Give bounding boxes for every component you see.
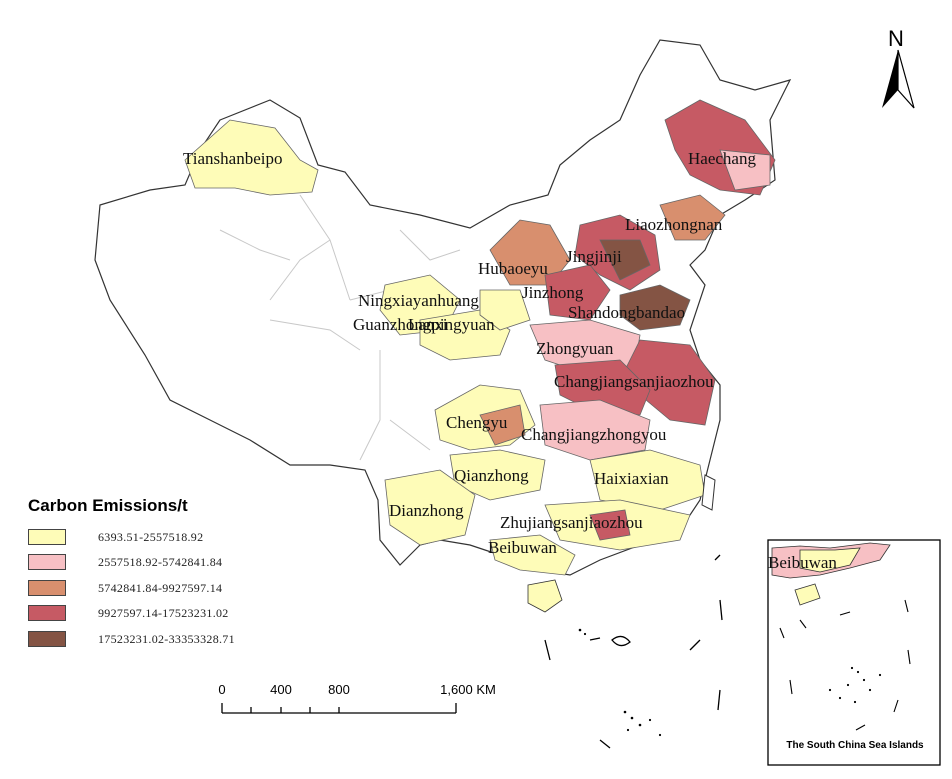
label-changjiangsanjiaozhou: Changjiangsanjiaozhou bbox=[554, 372, 714, 391]
region-lanxi bbox=[479, 289, 531, 331]
legend-swatch bbox=[28, 631, 66, 647]
region-chengyu-core bbox=[479, 404, 526, 446]
label-changjiangzhongyou: Changjiangzhongyou bbox=[521, 425, 667, 444]
legend-swatch bbox=[28, 529, 66, 545]
region-tianshanbeipo bbox=[184, 119, 319, 196]
legend-item: 17523231.02-33353328.71 bbox=[28, 631, 235, 647]
region-taiwan bbox=[701, 474, 716, 511]
legend-item: 9927597.14-17523231.02 bbox=[28, 605, 229, 621]
region-shandongbandao bbox=[619, 284, 691, 331]
label-haechang: Haechang bbox=[688, 149, 756, 168]
label-zhongyuan: Zhongyuan bbox=[536, 339, 614, 358]
region-haechang-south bbox=[719, 149, 771, 191]
label-jinzhong: Jinzhong bbox=[522, 283, 584, 302]
scale-label-1600: 1,600 KM bbox=[440, 682, 496, 697]
label-qianzhong: Qianzhong bbox=[454, 466, 529, 485]
inset-hainan bbox=[794, 583, 821, 606]
scale-label-800: 800 bbox=[328, 682, 350, 697]
region-beibuwan bbox=[489, 534, 576, 576]
legend-item: 6393.51-2557518.92 bbox=[28, 529, 203, 545]
north-arrow-icon bbox=[882, 49, 915, 109]
region-liaozhongnan bbox=[659, 194, 726, 241]
region-changjiangzhongyou bbox=[539, 399, 651, 461]
inset-caption: The South China Sea Islands bbox=[786, 740, 924, 751]
label-dianzhong: Dianzhong bbox=[389, 501, 464, 520]
inset-label-beibuwan: Beibuwan bbox=[768, 553, 837, 572]
region-hainan bbox=[527, 579, 563, 613]
legend-swatch bbox=[28, 605, 66, 621]
region-changjiang-band bbox=[554, 359, 651, 416]
legend-swatch bbox=[28, 580, 66, 596]
inset-islands bbox=[828, 666, 882, 704]
legend-label: 5742841.84-9927597.14 bbox=[98, 580, 223, 595]
label-beibuwan: Beibuwan bbox=[488, 538, 557, 557]
label-jingjinji: Jingjinji bbox=[566, 247, 622, 266]
label-zhujiangsanjiaozhou: Zhujiangsanjiaozhou bbox=[500, 513, 643, 532]
region-jingjinji-core bbox=[599, 239, 651, 281]
province-borders bbox=[219, 194, 461, 461]
scale-bar bbox=[221, 703, 457, 714]
legend-swatch bbox=[28, 554, 66, 570]
legend-label: 9927597.14-17523231.02 bbox=[98, 605, 229, 620]
region-dianzhong bbox=[384, 469, 476, 546]
inset-dashes bbox=[779, 599, 911, 731]
label-guanzhongpingyuan: Guanzhongpingyuan bbox=[353, 315, 495, 334]
region-hubaoeyu bbox=[489, 219, 571, 286]
label-ningxiayanhuang: Ningxiayanhuang bbox=[358, 291, 479, 310]
legend-label: 2557518.92-5742841.84 bbox=[98, 554, 223, 569]
label-haixiaxian: Haixiaxian bbox=[594, 469, 669, 488]
label-liaozhongnan: Liaozhongnan bbox=[625, 215, 723, 234]
inset-coast-yellow bbox=[799, 547, 861, 573]
label-shandongbandao: Shandongbandao bbox=[568, 303, 685, 322]
sea-islands bbox=[578, 628, 662, 737]
scale-label-0: 0 bbox=[218, 682, 226, 697]
legend-item: 2557518.92-5742841.84 bbox=[28, 554, 222, 570]
label-tianshanbeipo: Tianshanbeipo bbox=[183, 149, 283, 168]
scale-label-400: 400 bbox=[270, 682, 292, 697]
region-zhujiang-core bbox=[589, 509, 631, 541]
legend-label: 17523231.02-33353328.71 bbox=[98, 631, 235, 646]
sea-dashes bbox=[544, 554, 723, 749]
legend-label: 6393.51-2557518.92 bbox=[98, 529, 204, 544]
region-jinzhong bbox=[544, 264, 611, 321]
label-hubaoeyu: Hubaoeyu bbox=[478, 259, 548, 278]
label-lanxi: Lanxi bbox=[408, 315, 448, 334]
legend-title: Carbon Emissions/t bbox=[28, 496, 188, 515]
north-label: N bbox=[888, 26, 904, 51]
label-chengyu: Chengyu bbox=[446, 413, 508, 432]
legend-item: 5742841.84-9927597.14 bbox=[28, 580, 222, 596]
